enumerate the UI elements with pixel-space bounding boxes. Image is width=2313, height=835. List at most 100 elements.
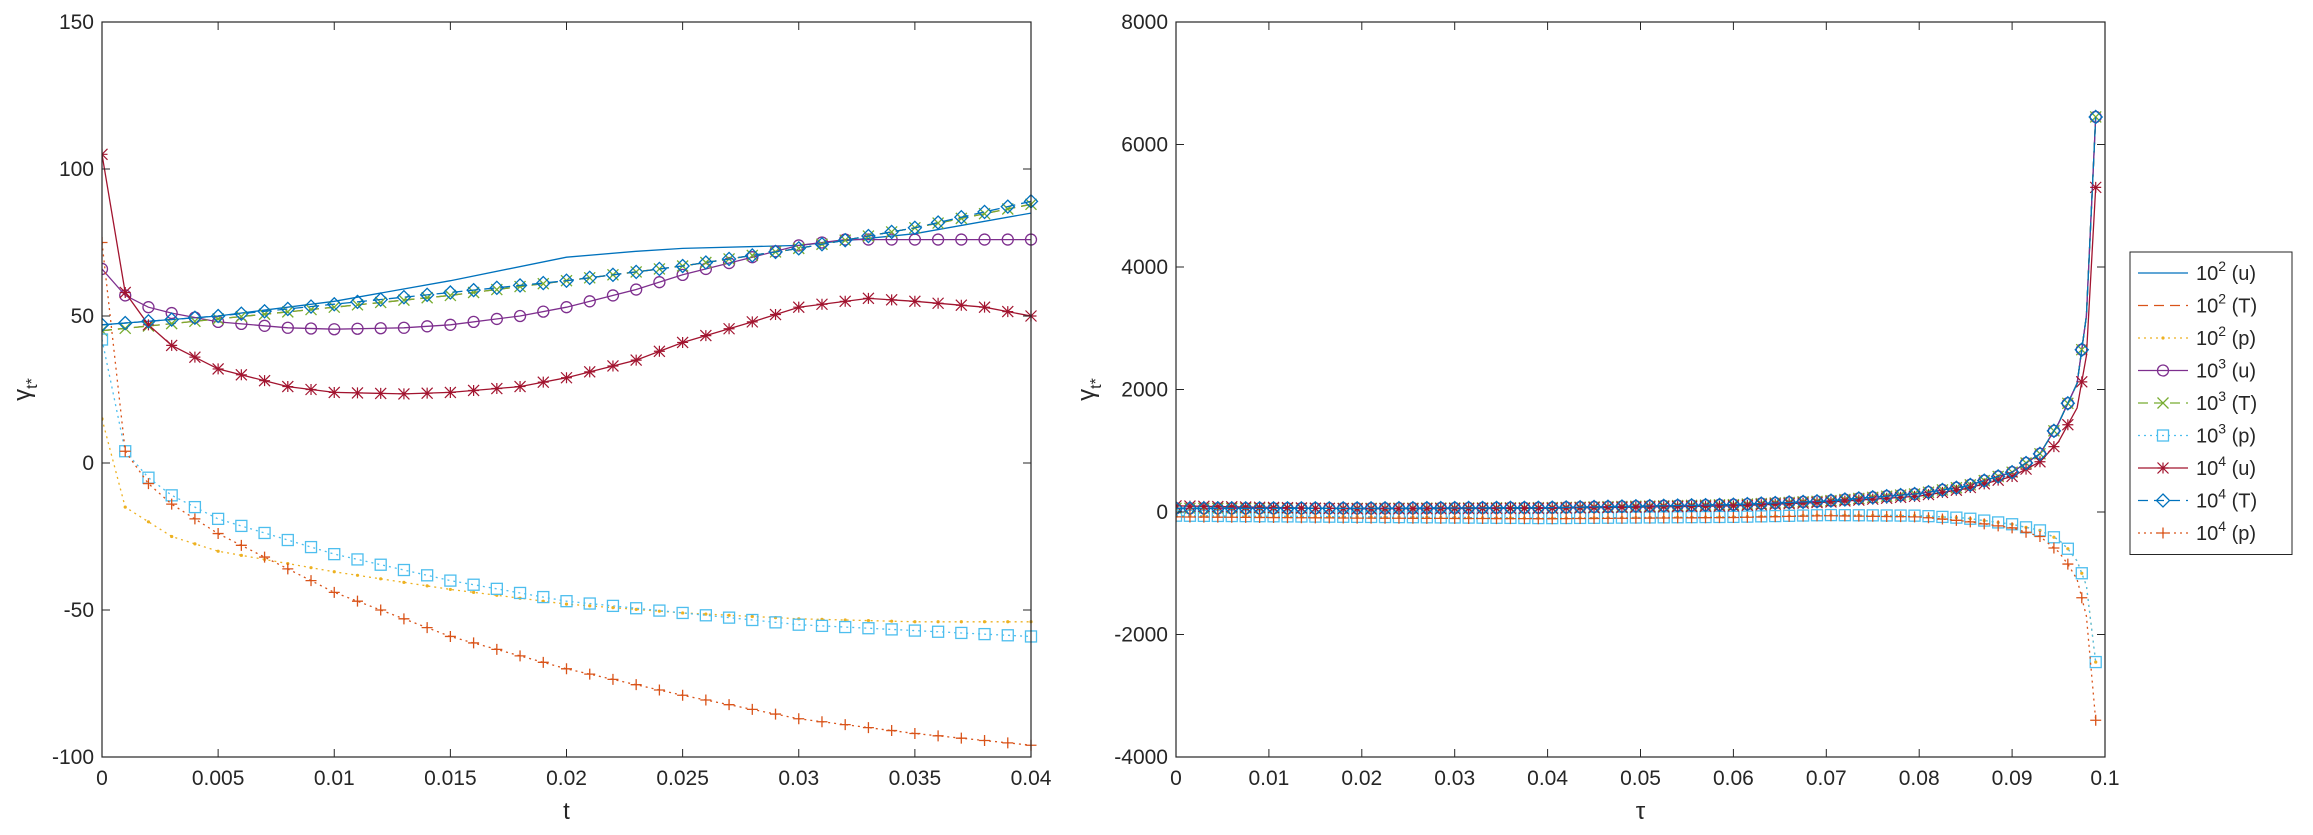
series-7-marker xyxy=(233,306,249,322)
series-5-marker xyxy=(955,626,968,640)
series-6-marker xyxy=(188,351,201,364)
series-8-marker xyxy=(862,722,874,734)
series-7-marker xyxy=(651,261,667,277)
series-3-marker xyxy=(397,321,411,334)
series-3-marker xyxy=(304,322,318,335)
series-2-marker xyxy=(2052,535,2056,539)
series-3-marker xyxy=(513,309,527,323)
series-6-marker xyxy=(607,360,619,372)
series-6-marker xyxy=(1574,501,1587,514)
series-6-marker xyxy=(1894,491,1907,504)
y-axis-label-main: γ xyxy=(9,389,36,401)
series-7-marker xyxy=(466,282,482,298)
series-8-marker xyxy=(166,498,178,510)
series-6-marker xyxy=(1225,500,1238,513)
series-5-marker xyxy=(699,609,712,622)
legend-label-exp: 4 xyxy=(2218,486,2226,502)
series-6-marker xyxy=(1992,474,2005,487)
series-2-marker xyxy=(239,553,243,557)
series-6-marker xyxy=(1295,502,1308,514)
series-8-marker xyxy=(1783,510,1795,522)
series-8-marker xyxy=(1588,512,1600,524)
x-tick-label: 0 xyxy=(96,767,108,790)
series-6-marker xyxy=(398,387,410,400)
series-7-marker xyxy=(1739,496,1755,512)
series-6-marker xyxy=(1922,488,1935,501)
series-8-marker xyxy=(561,663,572,675)
series-5-marker xyxy=(188,500,202,514)
series-5-marker xyxy=(2089,655,2102,669)
series-6-marker xyxy=(1239,501,1252,513)
series-6-marker xyxy=(351,387,364,399)
y-tick-label: 0 xyxy=(82,452,94,475)
series-3-marker xyxy=(885,233,898,246)
series-2-marker xyxy=(866,618,871,623)
series-4-marker xyxy=(328,301,341,314)
x-tick-label: 0.09 xyxy=(1992,767,2033,790)
series-7-marker xyxy=(326,296,342,312)
series-2-marker xyxy=(402,580,406,584)
series-6-marker xyxy=(490,382,503,395)
series-6-marker xyxy=(1769,498,1782,511)
series-7-marker xyxy=(1837,492,1853,507)
series-5-marker xyxy=(746,613,759,627)
series-line-5 xyxy=(102,339,1032,638)
series-6-marker xyxy=(2034,455,2046,468)
series-7-marker xyxy=(1753,496,1769,511)
legend-label-var: (p) xyxy=(2226,328,2256,350)
series-3-marker xyxy=(699,262,712,276)
series-5-marker xyxy=(653,604,666,617)
series-6-marker xyxy=(444,386,457,399)
series-7-marker xyxy=(257,303,272,319)
y-tick-label: 6000 xyxy=(1121,134,1168,157)
series-5-marker xyxy=(560,595,573,608)
series-7-marker xyxy=(768,244,783,260)
legend-entry-1: 102 (T) xyxy=(2138,291,2257,318)
series-6-marker xyxy=(1936,486,1949,499)
series-8-marker xyxy=(1811,510,1823,522)
series-8-marker xyxy=(468,637,480,649)
series-6-marker xyxy=(816,298,828,311)
x-axis-label: t xyxy=(563,798,570,825)
series-6-marker xyxy=(1825,495,1837,508)
series-6-marker xyxy=(583,365,596,378)
series-8-marker xyxy=(816,716,828,728)
series-6-marker xyxy=(514,380,526,393)
series-5-marker xyxy=(606,599,620,613)
series-8-marker xyxy=(2006,522,2018,534)
series-7-marker xyxy=(419,287,435,303)
series-8-marker xyxy=(1226,511,1238,523)
legend-entry-4: 103 (T) xyxy=(2138,388,2257,415)
series-8-marker xyxy=(909,727,921,739)
series-8-marker xyxy=(1755,511,1767,523)
series-8-marker xyxy=(677,689,689,701)
series-6-marker xyxy=(723,322,735,335)
series-8-marker xyxy=(746,703,758,715)
series-7-marker xyxy=(102,317,110,333)
series-8-marker xyxy=(102,237,108,248)
series-7-marker xyxy=(1865,489,1881,505)
series-8-marker xyxy=(1881,510,1893,522)
series-5-marker xyxy=(467,578,480,591)
legend-marker xyxy=(2157,462,2169,474)
x-tick-label: 0.04 xyxy=(1011,767,1052,790)
series-6-marker xyxy=(1267,501,1280,514)
series-8-marker xyxy=(1351,512,1363,524)
series-3-marker xyxy=(560,301,573,314)
series-8-marker xyxy=(282,563,294,575)
series-2-marker xyxy=(890,619,894,623)
y-axis-label-sub: t* xyxy=(1088,378,1105,389)
series-5-marker xyxy=(513,586,527,600)
series-3-marker xyxy=(653,276,666,289)
series-8-marker xyxy=(1574,513,1586,525)
series-3-marker xyxy=(467,315,480,329)
legend-entry-3: 103 (u) xyxy=(2138,356,2256,383)
legend-label: 103 (T) xyxy=(2196,388,2257,415)
series-8-marker xyxy=(1839,510,1851,522)
series-7-marker xyxy=(675,258,691,274)
series-8-marker xyxy=(2076,592,2088,604)
series-8-marker xyxy=(1658,512,1670,524)
series-6-marker xyxy=(1309,502,1322,515)
y-tick-label: 150 xyxy=(59,11,94,34)
plot-area xyxy=(1176,22,2105,757)
